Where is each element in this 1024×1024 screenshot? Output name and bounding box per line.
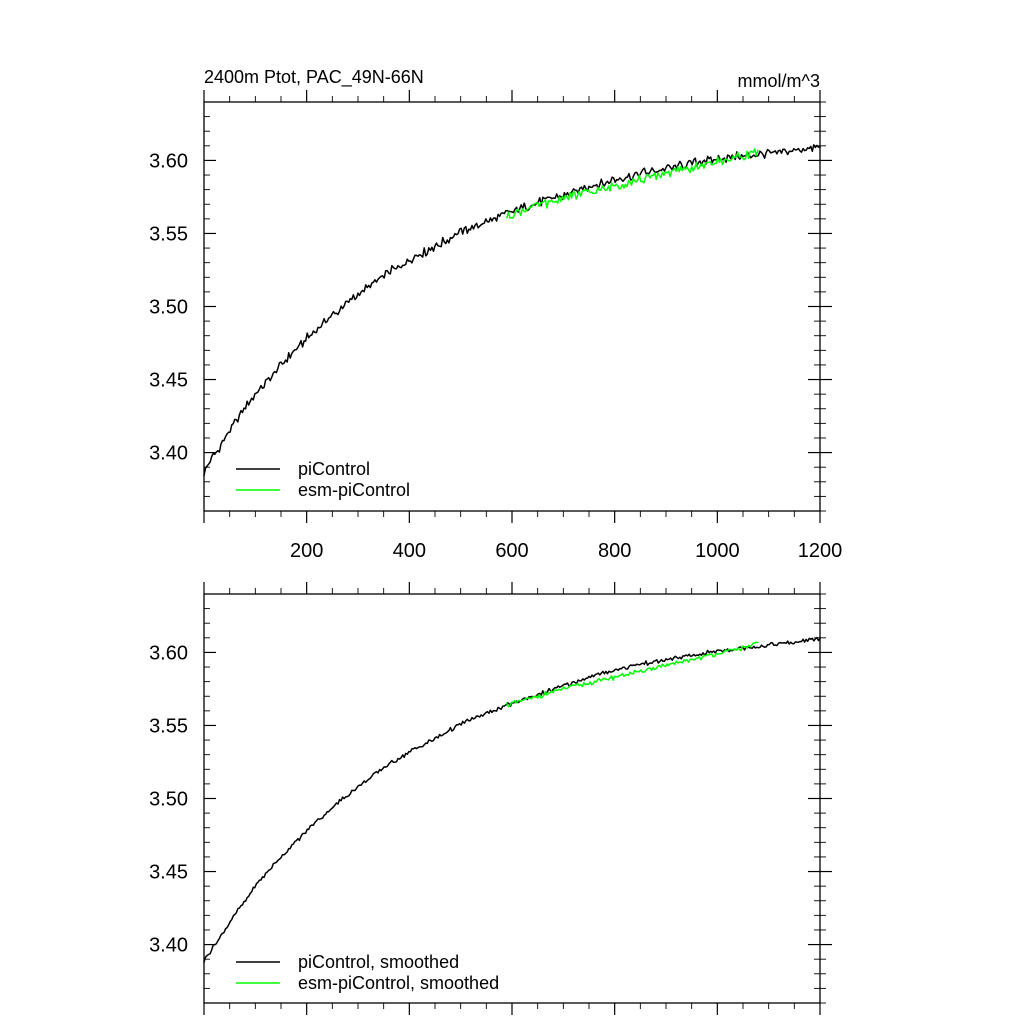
units-label: mmol/m^3: [738, 71, 820, 91]
x-tick-label: 1200: [798, 540, 843, 562]
x-tick-label: 1000: [695, 540, 740, 562]
legend-label: piControl, smoothed: [298, 952, 459, 972]
plot-frame: [203, 101, 821, 512]
series-line-picontrol: [203, 636, 821, 964]
bottom-panel-plot-area: 3.40 3.45 3.50 3.55 3.60 piControl, smoothede…: [149, 582, 832, 1015]
series-line-esm-picontrol: [506, 641, 759, 708]
y-tick-label: 3.40: [149, 443, 188, 465]
x-tick-label: 600: [495, 540, 528, 562]
legend-label: esm-piControl, smoothed: [298, 973, 499, 993]
x-tick-label: 400: [393, 540, 426, 562]
y-tick-label: 3.45: [149, 370, 188, 392]
y-tick-label: 3.55: [149, 715, 188, 737]
legend-label: esm-piControl: [298, 480, 410, 500]
y-tick-label: 3.50: [149, 789, 188, 811]
y-tick-label: 3.45: [149, 862, 188, 884]
y-tick-label: 3.55: [149, 223, 188, 245]
x-tick-label: 200: [290, 540, 323, 562]
top-panel-plot-area: 3.40 3.45 3.50 3.55 3.60 200 400 600 800 1000 1200…: [149, 90, 842, 562]
y-tick-label: 3.50: [149, 297, 188, 319]
y-tick-label: 3.60: [149, 642, 188, 664]
y-tick-label: 3.40: [149, 935, 188, 957]
legend-label: piControl: [298, 459, 370, 479]
plot-frame: [203, 593, 821, 1004]
bottom-panel: 3.40 3.45 3.50 3.55 3.60 piControl, smoothede…: [149, 582, 832, 1015]
top-panel: 2400m Ptot, PAC_49N-66N mmol/m^3 3.403.4…: [149, 67, 842, 562]
panel-title: 2400m Ptot, PAC_49N-66N: [204, 67, 424, 88]
y-tick-label: 3.60: [149, 150, 188, 172]
series-line-esm-picontrol: [506, 148, 759, 219]
series-line-picontrol: [203, 144, 821, 477]
x-tick-label: 800: [598, 540, 631, 562]
